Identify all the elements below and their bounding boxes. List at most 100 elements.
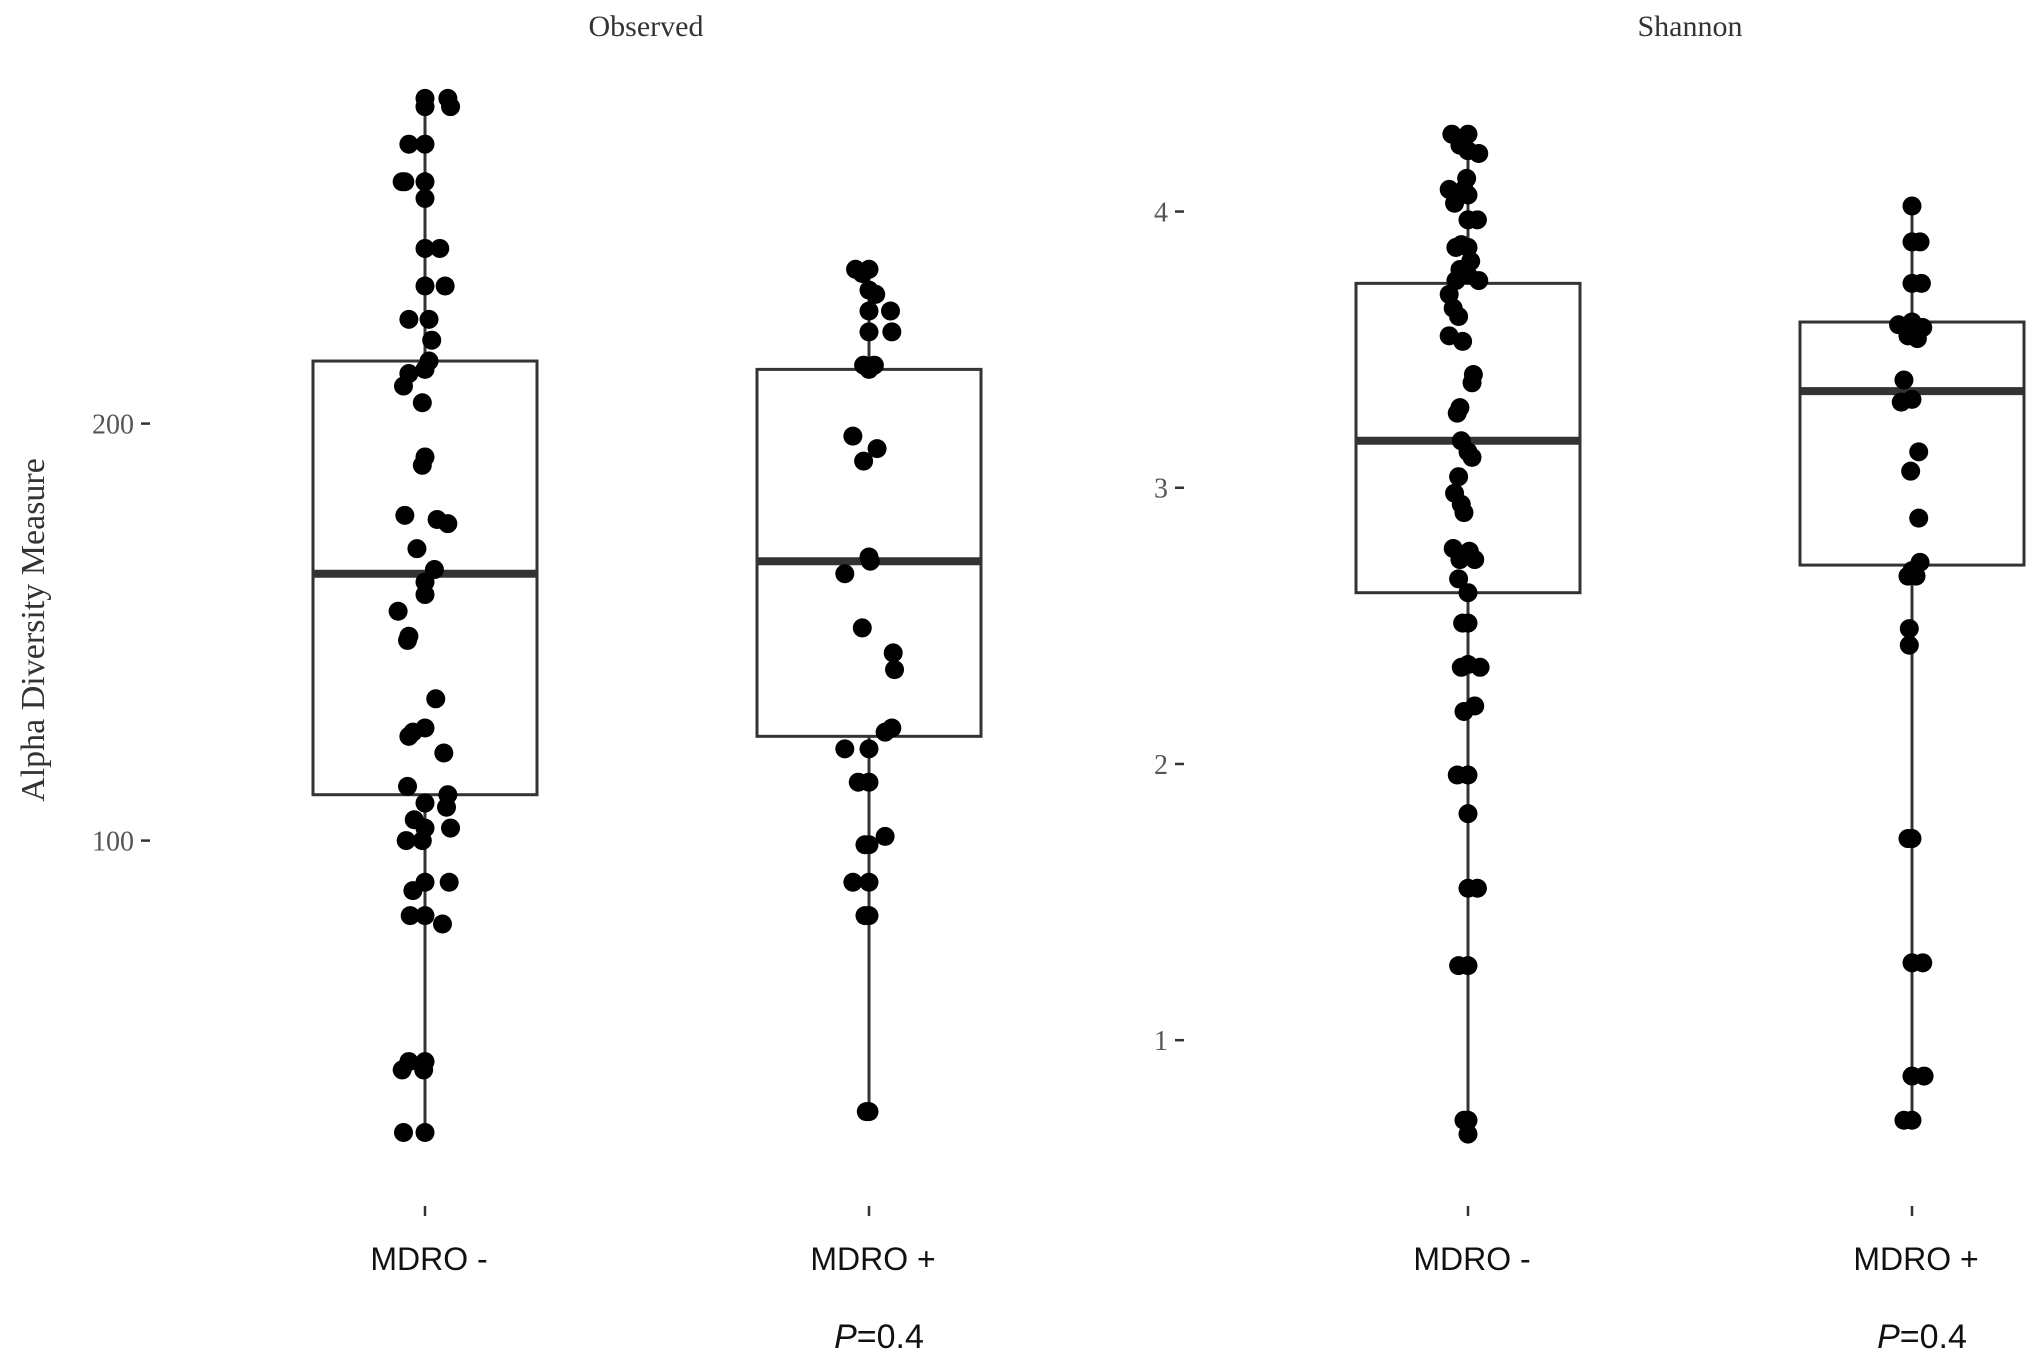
data-point	[435, 276, 455, 296]
data-point	[395, 172, 415, 192]
data-point	[881, 301, 901, 321]
data-point	[400, 906, 420, 926]
data-point	[1453, 331, 1473, 351]
data-point	[1902, 1110, 1922, 1130]
data-point	[859, 906, 879, 926]
data-point	[399, 309, 419, 329]
data-point	[1901, 461, 1921, 481]
data-point	[1911, 273, 1931, 293]
data-point	[1467, 878, 1487, 898]
data-point	[426, 689, 446, 709]
data-point	[1467, 210, 1487, 230]
data-point	[412, 393, 432, 413]
data-point	[407, 539, 427, 559]
p-value-text: =0.4	[1900, 1318, 1967, 1356]
data-point	[441, 818, 461, 838]
data-point	[396, 831, 416, 851]
data-point	[439, 872, 459, 892]
data-point	[437, 797, 457, 817]
data-point	[875, 826, 895, 846]
data-point	[1902, 829, 1922, 849]
data-point	[415, 238, 435, 258]
data-point	[835, 564, 855, 584]
data-point	[1470, 657, 1490, 677]
data-point	[1454, 503, 1474, 523]
data-point	[438, 514, 458, 534]
data-point	[875, 722, 895, 742]
data-point	[398, 776, 418, 796]
data-point	[835, 739, 855, 759]
y-tick-label: 200	[92, 410, 134, 441]
data-point	[1458, 1124, 1478, 1144]
data-point	[1462, 373, 1482, 393]
data-point	[854, 451, 874, 471]
data-point	[414, 1060, 434, 1080]
data-point	[441, 97, 461, 117]
data-point	[859, 259, 879, 279]
data-point	[1458, 1110, 1478, 1130]
y-tick-label: 3	[1154, 474, 1168, 505]
panel-shannon: Shannon 1 2 3 4 MDRO - MDRO + P=0.4	[1154, 10, 2026, 1356]
data-point	[859, 1102, 879, 1122]
data-point	[1899, 635, 1919, 655]
y-tick-label: 1	[1154, 1026, 1168, 1057]
data-point	[1458, 124, 1478, 144]
data-point	[882, 322, 902, 342]
data-point	[1899, 619, 1919, 639]
data-point	[859, 872, 879, 892]
data-point	[1449, 467, 1469, 487]
data-point	[1465, 550, 1485, 570]
y-tick-label: 100	[92, 827, 134, 858]
data-point	[1898, 566, 1918, 586]
data-point	[1902, 196, 1922, 216]
data-point	[415, 1122, 435, 1142]
data-point	[1909, 442, 1929, 462]
data-point	[432, 914, 452, 934]
data-point	[859, 772, 879, 792]
data-point	[1449, 306, 1469, 326]
data-point	[859, 359, 879, 379]
data-point	[1449, 569, 1469, 589]
data-point	[434, 743, 454, 763]
data-point	[1469, 271, 1489, 291]
data-point	[1454, 701, 1474, 721]
y-tick-label: 2	[1154, 750, 1168, 781]
data-point	[415, 276, 435, 296]
p-value-symbol: P	[834, 1318, 857, 1356]
data-point	[1458, 583, 1478, 603]
data-point	[393, 1122, 413, 1142]
data-point	[415, 585, 435, 605]
data-point	[422, 330, 442, 350]
x-tick-label: MDRO -	[1413, 1241, 1530, 1277]
x-tick-label: MDRO -	[370, 1241, 487, 1277]
data-point	[1458, 956, 1478, 976]
data-point	[859, 739, 879, 759]
data-point	[1453, 613, 1473, 633]
data-point	[859, 835, 879, 855]
data-point	[1462, 447, 1482, 467]
data-point	[415, 97, 435, 117]
p-value-text: =0.4	[857, 1318, 924, 1356]
data-point	[393, 376, 413, 396]
panel-title: Shannon	[1638, 10, 1743, 43]
data-point	[415, 188, 435, 208]
data-point	[1902, 389, 1922, 409]
data-point	[415, 172, 435, 192]
data-point	[415, 906, 435, 926]
data-point	[843, 872, 863, 892]
data-point	[430, 238, 450, 258]
data-point	[412, 831, 432, 851]
x-tick-label: MDRO +	[810, 1241, 935, 1277]
data-point	[1458, 804, 1478, 824]
data-point	[1447, 403, 1467, 423]
data-point	[388, 601, 408, 621]
x-tick-label: MDRO +	[1853, 1241, 1978, 1277]
data-point	[852, 618, 872, 638]
data-point	[883, 643, 903, 663]
data-point	[843, 426, 863, 446]
data-point	[1914, 1066, 1934, 1086]
data-point	[399, 726, 419, 746]
panel-observed: Observed 100 200 MDRO - MDRO + P=0.4	[92, 10, 983, 1356]
data-point	[398, 630, 418, 650]
